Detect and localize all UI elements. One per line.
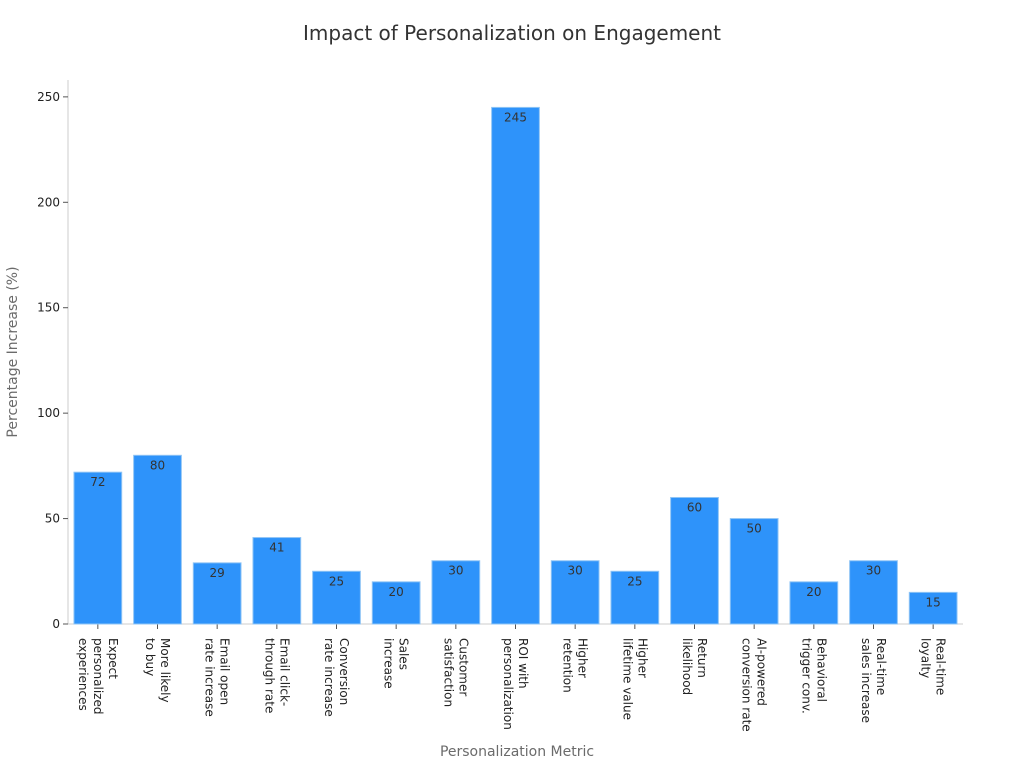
- bar: [908, 591, 958, 625]
- bar: [192, 562, 242, 625]
- category-label-line: likelihood: [680, 638, 694, 695]
- category-label-line: trigger conv.: [799, 638, 813, 714]
- category-label-line: Email open: [218, 638, 232, 705]
- data-label: 15: [926, 595, 941, 609]
- bar: [431, 560, 481, 625]
- chart-title: Impact of Personalization on Engagement: [303, 21, 721, 45]
- data-label: 30: [866, 564, 881, 578]
- data-label: 30: [568, 564, 583, 578]
- bar: [729, 518, 779, 625]
- category-label-line: Real-time: [934, 638, 948, 695]
- category-label-line: rate increase: [322, 638, 336, 717]
- category-label-line: Customer: [456, 638, 470, 696]
- bar: [371, 581, 421, 625]
- bar: [312, 570, 361, 625]
- category-label-line: rate increase: [203, 638, 217, 717]
- category-label-line: loyalty: [919, 638, 933, 678]
- category-label-line: Behavioral: [814, 638, 828, 702]
- data-label: 29: [210, 566, 225, 580]
- y-tick-label: 150: [37, 301, 60, 315]
- category-label-line: increase: [382, 638, 396, 689]
- category-label-line: experiences: [76, 638, 90, 711]
- bar: [670, 496, 719, 625]
- data-label: 20: [806, 585, 821, 599]
- category-label-line: More likely: [158, 638, 172, 703]
- x-axis-label: Personalization Metric: [440, 744, 594, 760]
- bar: [610, 570, 660, 625]
- data-label: 80: [150, 458, 165, 472]
- bar: [550, 560, 600, 625]
- y-tick-label: 50: [45, 512, 60, 526]
- category-label-line: ROI with: [516, 638, 530, 689]
- data-label: 25: [627, 574, 642, 588]
- category-label-line: personalized: [91, 638, 105, 714]
- category-label-line: Return: [695, 638, 709, 678]
- category-label-line: satisfaction: [441, 638, 455, 707]
- y-tick-label: 0: [52, 617, 60, 631]
- bar: [133, 454, 182, 625]
- category-label-line: Real-time: [874, 638, 888, 695]
- data-label: 60: [687, 500, 702, 514]
- category-label-line: Sales: [397, 638, 411, 670]
- category-label-line: Email click-: [277, 638, 291, 706]
- category-label-line: Expect: [106, 638, 120, 679]
- category-label-line: sales increase: [859, 638, 873, 723]
- category-label-line: conversion rate: [740, 638, 754, 732]
- category-label-line: lifetime value: [620, 638, 634, 720]
- category-label: Email click-through rate: [262, 638, 291, 713]
- bar: [789, 581, 839, 625]
- category-label-line: through rate: [262, 638, 276, 713]
- y-tick-label: 100: [37, 406, 60, 420]
- data-label: 41: [269, 541, 284, 555]
- data-labels: 72 80 29 41 25 20 30 245 30 25 60 50 20 30 15: [90, 110, 941, 609]
- category-label-line: Higher: [635, 638, 649, 678]
- category-label-line: retention: [561, 638, 575, 693]
- data-label: 20: [389, 585, 404, 599]
- category-label-line: personalization: [501, 638, 515, 730]
- y-tick-label: 200: [37, 195, 60, 209]
- data-label: 72: [90, 475, 105, 489]
- data-label: 50: [747, 522, 762, 536]
- bars: [73, 106, 958, 625]
- category-label-line: to buy: [143, 638, 157, 676]
- data-label: 245: [504, 110, 527, 124]
- bar: [73, 471, 123, 625]
- category-label-line: Conversion: [337, 638, 351, 705]
- category-label-line: Higher: [576, 638, 590, 678]
- y-axis-label: Percentage Increase (%): [5, 266, 21, 437]
- data-label: 30: [448, 564, 463, 578]
- y-tick-label: 250: [37, 90, 60, 104]
- data-label: 25: [329, 574, 344, 588]
- bar: [252, 537, 302, 625]
- bar: [491, 106, 540, 625]
- category-label-line: AI-powered: [755, 638, 769, 706]
- bar: [849, 560, 898, 625]
